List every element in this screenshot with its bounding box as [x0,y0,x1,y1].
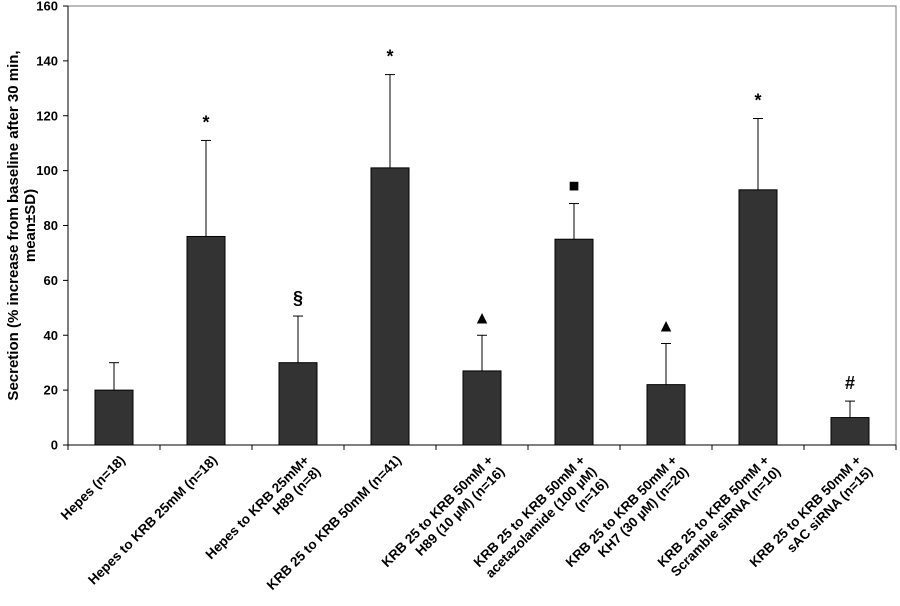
significance-marker: * [202,112,209,132]
y-tick-label: 80 [44,218,58,233]
bar [738,189,778,446]
error-bars [109,74,855,418]
bar [462,370,502,446]
annotations: * § * ▲ ■ ▲ * # [202,47,855,394]
significance-marker: ▲ [657,315,675,335]
bar [646,384,686,446]
y-tick-label: 160 [36,0,58,14]
x-tick-label-text: Hepes (n=18) [58,453,128,523]
significance-marker: * [754,90,761,110]
y-tick-label: 40 [44,328,58,343]
significance-marker: * [386,47,393,67]
significance-marker: # [845,373,855,393]
bar [830,417,870,446]
y-tick-label: 20 [44,383,58,398]
x-tick-label-line: Hepes (n=18) [58,453,128,523]
y-axis-label: Secretion (% increase from baseline afte… [5,50,39,400]
y-tick-label: 120 [36,108,58,123]
bar [278,362,318,446]
y-tick-label: 0 [51,438,58,453]
x-tick-label-line: Hepes to KRB 25mM+ [203,452,313,562]
y-tick-label: 60 [44,273,58,288]
bar [186,235,226,446]
bar [370,167,410,446]
bars [94,167,870,446]
significance-marker: ■ [569,176,580,196]
bar [94,389,134,446]
x-axis-labels: Hepes (n=18)Hepes to KRB 25mM (n=18)Hepe… [58,452,876,592]
bar [554,238,594,446]
y-tick-label: 100 [36,163,58,178]
y-axis-label-line: mean±SD) [22,189,39,262]
y-axis: 0 20 40 60 80 100 120 140 160 [36,0,897,453]
significance-marker: § [293,288,303,308]
y-tick-label: 140 [36,53,58,68]
significance-marker: ▲ [473,307,491,327]
x-tick-label: Hepes (n=18) [58,453,128,523]
x-tick-label-line: Scramble siRNA (n=10) [668,464,784,580]
y-axis-label-line: Secretion (% increase from baseline afte… [5,50,22,400]
